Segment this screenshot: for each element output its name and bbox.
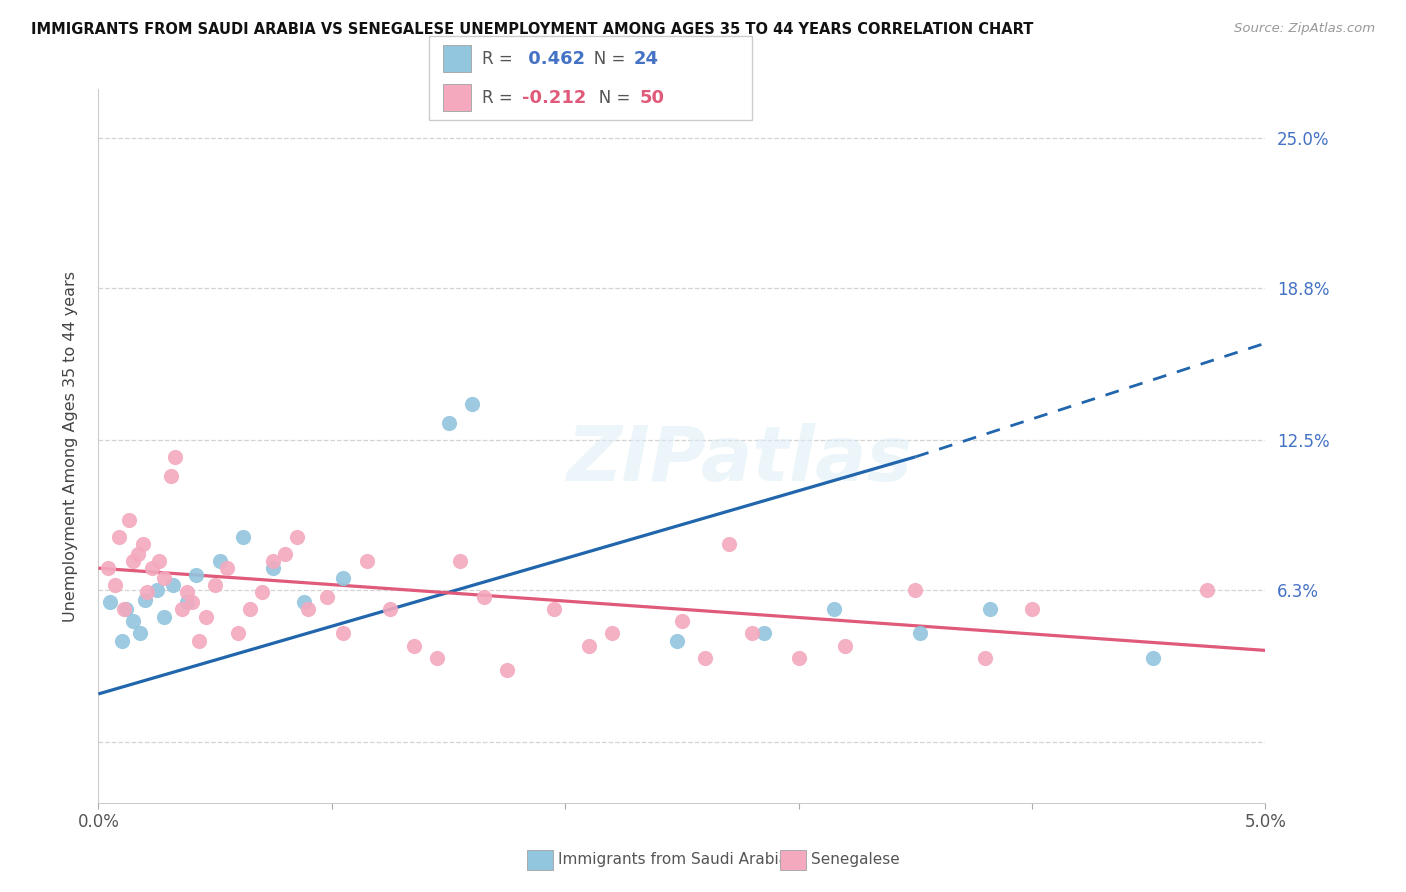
Point <box>127 547 149 561</box>
Point <box>132 537 155 551</box>
Point <box>122 615 145 629</box>
Point <box>543 602 565 616</box>
Point <box>332 571 354 585</box>
Point <box>239 602 262 616</box>
Point <box>979 602 1001 616</box>
Point <box>176 585 198 599</box>
Point <box>176 595 198 609</box>
Point <box>834 639 856 653</box>
Text: -0.212: -0.212 <box>522 88 586 106</box>
Point <box>437 416 460 430</box>
Point <box>332 626 354 640</box>
Point <box>908 626 931 640</box>
Point <box>823 602 845 616</box>
Point <box>449 554 471 568</box>
Point <box>695 650 717 665</box>
Point <box>228 626 250 640</box>
Point <box>97 561 120 575</box>
Text: N =: N = <box>583 88 636 106</box>
Point <box>134 592 156 607</box>
Point <box>578 639 600 653</box>
Point <box>752 626 775 640</box>
Point <box>129 626 152 640</box>
Point <box>104 578 127 592</box>
Point <box>165 450 187 464</box>
Text: Immigrants from Saudi Arabia: Immigrants from Saudi Arabia <box>558 853 789 867</box>
Point <box>98 595 121 609</box>
Point <box>1197 582 1219 597</box>
Point <box>717 537 740 551</box>
Point <box>666 633 689 648</box>
Text: N =: N = <box>578 50 630 68</box>
Point <box>122 554 145 568</box>
Point <box>263 554 285 568</box>
Point <box>108 530 131 544</box>
Point <box>204 578 226 592</box>
Point <box>1021 602 1043 616</box>
Point <box>232 530 254 544</box>
Point <box>215 561 238 575</box>
Point <box>316 590 339 604</box>
Point <box>292 595 315 609</box>
Text: 50: 50 <box>640 88 665 106</box>
Point <box>111 633 134 648</box>
Text: ZIPatlas: ZIPatlas <box>567 424 914 497</box>
Point <box>356 554 378 568</box>
Point <box>152 571 174 585</box>
Point <box>263 561 285 575</box>
Point <box>274 547 297 561</box>
Point <box>787 650 810 665</box>
Point <box>159 469 181 483</box>
Text: IMMIGRANTS FROM SAUDI ARABIA VS SENEGALESE UNEMPLOYMENT AMONG AGES 35 TO 44 YEAR: IMMIGRANTS FROM SAUDI ARABIA VS SENEGALE… <box>31 22 1033 37</box>
Point <box>250 585 273 599</box>
Point <box>297 602 319 616</box>
Point <box>671 615 693 629</box>
Point <box>600 626 623 640</box>
Point <box>904 582 927 597</box>
Point <box>186 568 208 582</box>
Point <box>180 595 202 609</box>
Text: 0.462: 0.462 <box>522 50 585 68</box>
Point <box>496 663 519 677</box>
Text: Senegalese: Senegalese <box>811 853 900 867</box>
Point <box>426 650 449 665</box>
Point <box>148 554 170 568</box>
Point <box>1142 650 1164 665</box>
Text: R =: R = <box>482 88 519 106</box>
Point <box>187 633 209 648</box>
Point <box>146 582 169 597</box>
Text: R =: R = <box>482 50 519 68</box>
Point <box>402 639 425 653</box>
Point <box>974 650 997 665</box>
Point <box>380 602 402 616</box>
Point <box>741 626 763 640</box>
Text: 24: 24 <box>634 50 659 68</box>
Point <box>112 602 135 616</box>
Point <box>285 530 308 544</box>
Point <box>115 602 138 616</box>
Point <box>152 609 174 624</box>
Text: Source: ZipAtlas.com: Source: ZipAtlas.com <box>1234 22 1375 36</box>
Point <box>172 602 194 616</box>
Point <box>141 561 163 575</box>
Point <box>194 609 217 624</box>
Point <box>208 554 231 568</box>
Point <box>461 397 484 411</box>
Point <box>136 585 159 599</box>
Point <box>472 590 495 604</box>
Point <box>118 513 141 527</box>
Y-axis label: Unemployment Among Ages 35 to 44 years: Unemployment Among Ages 35 to 44 years <box>63 270 77 622</box>
Point <box>162 578 184 592</box>
